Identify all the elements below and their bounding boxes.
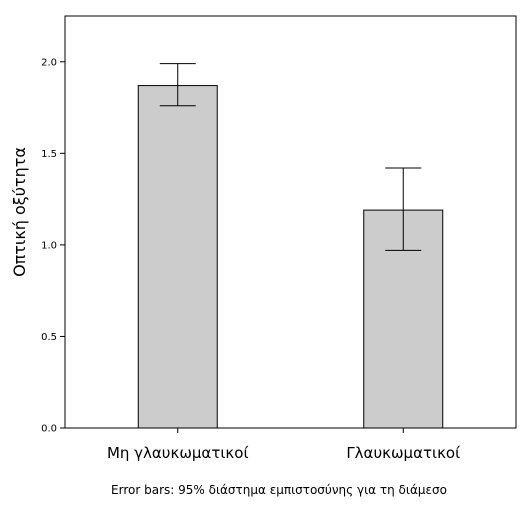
bar-1 [137, 85, 218, 429]
y-tick-label: 0.5 [41, 332, 57, 343]
y-tick-label: 0.0 [41, 424, 57, 435]
x-category-label-2: Γλαυκωματικοί [346, 444, 460, 462]
y-tick-label: 2.0 [41, 57, 57, 68]
x-category-label-1: Μη γλαυκωματικοί [107, 444, 249, 462]
error-bars-footnote: Error bars: 95% διάστημα εμπιστοσύνης γι… [111, 483, 447, 497]
plot-frame [64, 15, 517, 429]
y-tick-label: 1.5 [41, 149, 57, 160]
y-axis-title: Οπτική οξύτητα [10, 147, 29, 277]
plot-area: 0.0 0.5 1.0 1.5 2.0 Μη γλαυκωματικοί Γλαυκωματ… [41, 15, 517, 462]
y-tick-label: 1.0 [41, 240, 57, 251]
